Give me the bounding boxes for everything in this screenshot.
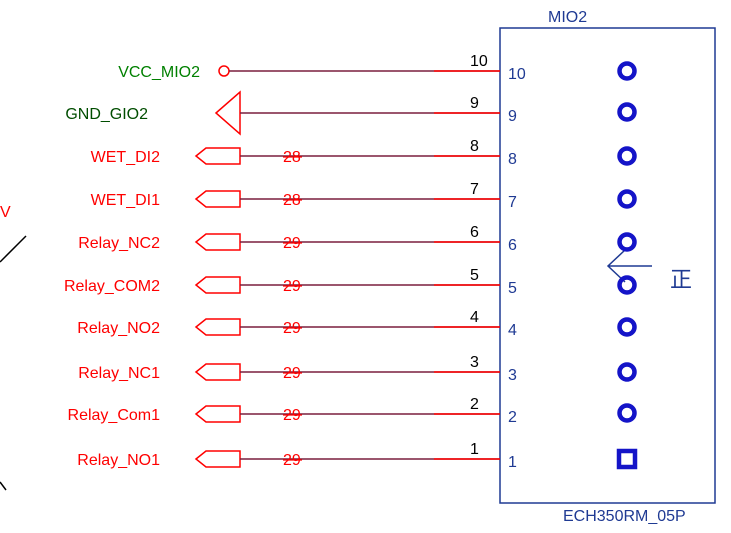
net-label: WET_DI2	[91, 149, 160, 166]
net-label: Relay_NC2	[78, 235, 160, 252]
net-label: Relay_COM2	[64, 278, 160, 295]
round-pad-icon	[617, 146, 637, 166]
connector-pin-label: 10	[508, 66, 526, 83]
connector-title: MIO2	[548, 9, 587, 26]
net-label: GND_GIO2	[65, 106, 148, 123]
pin-number-label: 6	[470, 224, 479, 241]
net-label: VCC_MIO2	[118, 64, 200, 81]
round-pad-icon	[617, 232, 637, 252]
pin-number-label: 4	[470, 309, 479, 326]
round-pad-icon	[617, 102, 637, 122]
off-sheet-port-icon	[194, 318, 241, 336]
connector-pin-label: 2	[508, 409, 517, 426]
off-sheet-port-icon	[194, 405, 241, 423]
pin-number-label: 8	[470, 138, 479, 155]
off-sheet-port-icon	[194, 450, 241, 468]
connector-body	[499, 27, 716, 504]
pin-number-label: 7	[470, 181, 479, 198]
pin-number-label: 10	[470, 53, 488, 70]
connector-pin-label: 9	[508, 108, 517, 125]
pin-number-label: 2	[470, 396, 479, 413]
round-pad-icon	[617, 189, 637, 209]
stray-label: V	[0, 204, 11, 221]
polarity-arrow	[606, 249, 652, 283]
stray-wire-top	[0, 235, 27, 263]
off-sheet-port-icon	[194, 147, 241, 165]
round-pad-icon	[617, 403, 637, 423]
round-pad-icon	[617, 275, 637, 295]
net-label: Relay_NO1	[77, 452, 160, 469]
round-pad-icon	[617, 317, 637, 337]
connector-part-name: ECH350RM_05P	[563, 508, 686, 525]
pin-number-label: 3	[470, 354, 479, 371]
connector-pin-label: 1	[508, 454, 517, 471]
net-label: Relay_Com1	[68, 407, 161, 424]
connector-pin-label: 5	[508, 280, 517, 297]
pin-number-label: 5	[470, 267, 479, 284]
stray-wire-bottom	[0, 481, 7, 491]
off-sheet-port-icon	[194, 233, 241, 251]
connector-pin-label: 8	[508, 151, 517, 168]
connector-pin-label: 3	[508, 367, 517, 384]
pin-number-label: 1	[470, 441, 479, 458]
off-sheet-port-icon	[194, 276, 241, 294]
net-label: Relay_NC1	[78, 365, 160, 382]
round-pad-icon	[617, 362, 637, 382]
ground-symbol-icon	[214, 90, 241, 136]
connector-pin-label: 6	[508, 237, 517, 254]
off-sheet-port-icon	[194, 190, 241, 208]
off-sheet-port-icon	[194, 363, 241, 381]
connector-pin-label: 7	[508, 194, 517, 211]
net-label: WET_DI1	[91, 192, 160, 209]
power-port-icon	[218, 65, 230, 77]
square-pad-icon	[616, 448, 638, 470]
polarity-mark: 正	[670, 267, 692, 292]
connector-pin-label: 4	[508, 322, 517, 339]
net-label: Relay_NO2	[77, 320, 160, 337]
pin-number-label: 9	[470, 95, 479, 112]
round-pad-icon	[617, 61, 637, 81]
